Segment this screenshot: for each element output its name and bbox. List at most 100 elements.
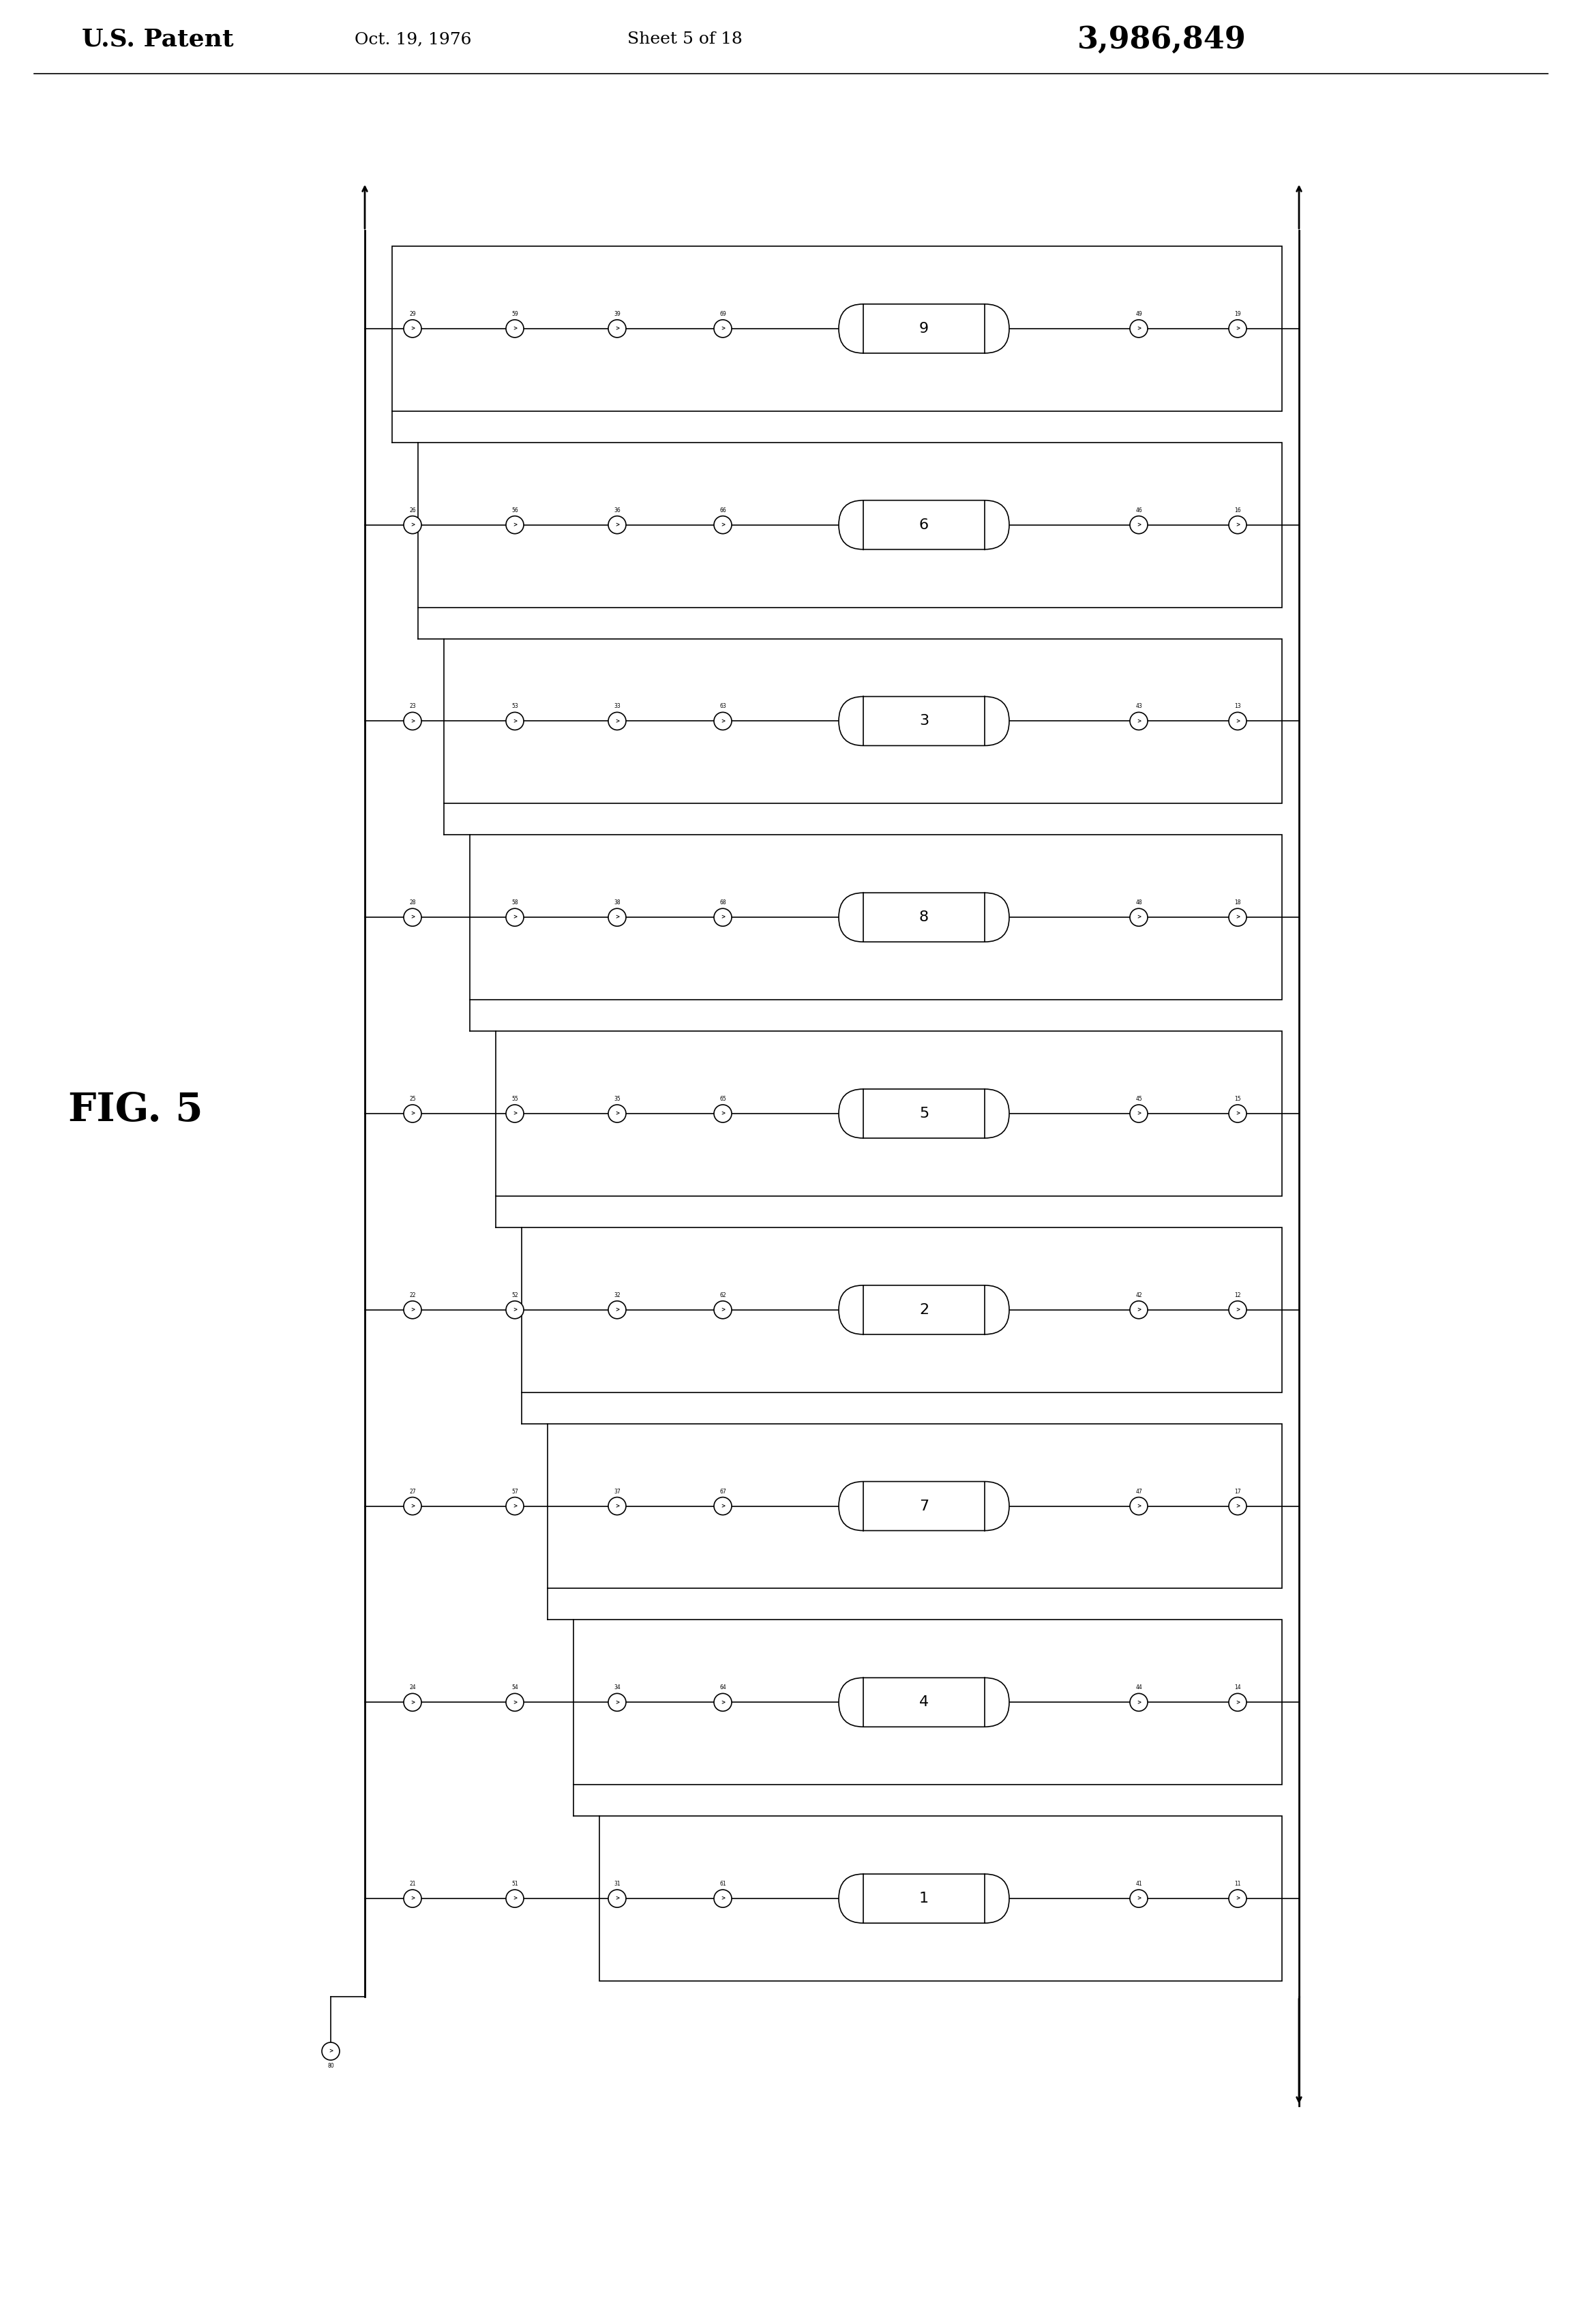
- Text: >: >: [721, 325, 725, 332]
- Circle shape: [607, 516, 626, 535]
- Text: 59: 59: [511, 311, 519, 316]
- Circle shape: [1130, 1497, 1147, 1515]
- Circle shape: [713, 1694, 731, 1710]
- Text: >: >: [410, 913, 414, 920]
- Bar: [573, 1620, 1281, 1785]
- Circle shape: [506, 1889, 524, 1908]
- Circle shape: [1130, 1694, 1147, 1710]
- Text: 56: 56: [511, 507, 519, 514]
- FancyBboxPatch shape: [838, 1678, 1009, 1727]
- Text: 44: 44: [1136, 1685, 1142, 1692]
- Circle shape: [506, 516, 524, 535]
- Text: >: >: [721, 913, 725, 920]
- Text: >: >: [721, 1111, 725, 1116]
- Text: >: >: [410, 325, 414, 332]
- Text: 51: 51: [511, 1880, 519, 1887]
- Text: >: >: [721, 1896, 725, 1901]
- Text: >: >: [410, 1504, 414, 1508]
- Circle shape: [403, 1889, 421, 1908]
- Circle shape: [506, 711, 524, 730]
- Text: 3,986,849: 3,986,849: [1077, 26, 1247, 53]
- Text: >: >: [1236, 325, 1240, 332]
- Circle shape: [607, 1889, 626, 1908]
- Text: >: >: [615, 718, 619, 725]
- Text: 28: 28: [410, 899, 416, 906]
- Text: 63: 63: [720, 704, 726, 709]
- Circle shape: [713, 1104, 731, 1122]
- Text: 27: 27: [410, 1487, 416, 1494]
- Text: >: >: [1136, 325, 1141, 332]
- Text: Oct. 19, 1976: Oct. 19, 1976: [354, 33, 471, 46]
- Text: 67: 67: [720, 1487, 726, 1494]
- Text: >: >: [513, 1504, 517, 1508]
- Text: 15: 15: [1234, 1097, 1240, 1102]
- Text: 66: 66: [720, 507, 726, 514]
- Circle shape: [1229, 1694, 1247, 1710]
- Text: >: >: [1136, 913, 1141, 920]
- Circle shape: [1130, 516, 1147, 535]
- Text: >: >: [513, 718, 517, 725]
- Text: 34: 34: [614, 1685, 620, 1692]
- Circle shape: [506, 909, 524, 927]
- Text: 26: 26: [410, 507, 416, 514]
- Text: >: >: [1136, 1306, 1141, 1313]
- Text: >: >: [1136, 1504, 1141, 1508]
- Text: 3: 3: [919, 713, 929, 727]
- Circle shape: [321, 2043, 340, 2059]
- Text: 64: 64: [720, 1685, 726, 1692]
- Circle shape: [607, 1497, 626, 1515]
- Circle shape: [403, 1301, 421, 1318]
- Text: >: >: [410, 1306, 414, 1313]
- Text: >: >: [1236, 1306, 1240, 1313]
- Text: 48: 48: [1136, 899, 1142, 906]
- FancyBboxPatch shape: [838, 697, 1009, 746]
- Text: >: >: [1136, 1111, 1141, 1116]
- Text: >: >: [721, 1699, 725, 1706]
- Circle shape: [403, 321, 421, 337]
- Circle shape: [1229, 516, 1247, 535]
- Circle shape: [506, 1497, 524, 1515]
- FancyBboxPatch shape: [838, 1873, 1009, 1922]
- Circle shape: [713, 1301, 731, 1318]
- Text: 5: 5: [919, 1106, 929, 1120]
- Circle shape: [713, 711, 731, 730]
- Text: >: >: [410, 523, 414, 528]
- Text: 18: 18: [1234, 899, 1240, 906]
- Text: 35: 35: [614, 1097, 620, 1102]
- Text: 38: 38: [614, 899, 620, 906]
- Text: 65: 65: [720, 1097, 726, 1102]
- Circle shape: [506, 1301, 524, 1318]
- Circle shape: [1229, 1889, 1247, 1908]
- Text: 6: 6: [919, 518, 929, 532]
- Circle shape: [713, 1497, 731, 1515]
- Bar: [392, 246, 1281, 411]
- Text: 49: 49: [1136, 311, 1142, 316]
- Text: >: >: [615, 1699, 619, 1706]
- Text: >: >: [1236, 1111, 1240, 1116]
- Bar: [522, 1227, 1281, 1392]
- Text: 41: 41: [1136, 1880, 1142, 1887]
- Text: >: >: [1236, 1896, 1240, 1901]
- Text: 36: 36: [614, 507, 620, 514]
- Text: >: >: [513, 1699, 517, 1706]
- Circle shape: [1130, 1301, 1147, 1318]
- Text: 16: 16: [1234, 507, 1240, 514]
- Text: >: >: [513, 325, 517, 332]
- Text: >: >: [329, 2047, 332, 2054]
- Text: 61: 61: [720, 1880, 726, 1887]
- Circle shape: [403, 909, 421, 927]
- Bar: [470, 834, 1281, 999]
- Text: >: >: [1236, 913, 1240, 920]
- Text: Sheet 5 of 18: Sheet 5 of 18: [628, 33, 742, 46]
- Circle shape: [1130, 1889, 1147, 1908]
- Circle shape: [506, 1694, 524, 1710]
- Circle shape: [1229, 321, 1247, 337]
- Text: 57: 57: [511, 1487, 519, 1494]
- Circle shape: [506, 321, 524, 337]
- Text: 7: 7: [919, 1499, 929, 1513]
- Text: >: >: [615, 1306, 619, 1313]
- Circle shape: [403, 711, 421, 730]
- Text: 8: 8: [919, 911, 929, 925]
- Text: >: >: [1236, 718, 1240, 725]
- Text: 52: 52: [511, 1292, 519, 1299]
